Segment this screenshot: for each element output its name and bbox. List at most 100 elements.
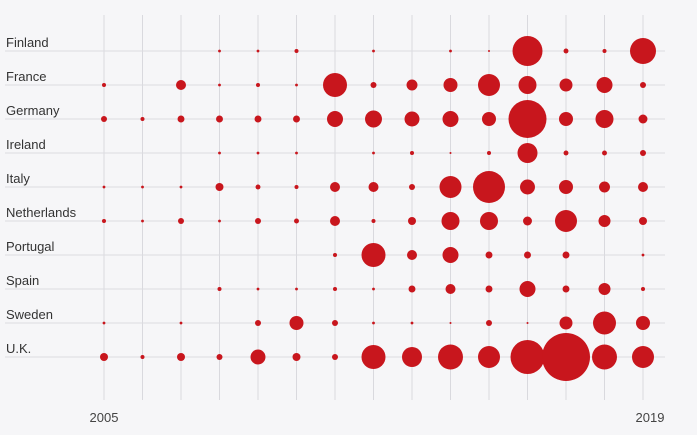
bubble-sweden-2015: [486, 320, 492, 326]
bubble-uk-2005: [100, 353, 108, 361]
bubble-uk-2013: [402, 347, 422, 367]
bubble-sweden-2005: [102, 321, 106, 325]
bubble-portugal-2019: [641, 253, 645, 257]
bubble-netherlands-2011: [330, 216, 340, 226]
row-label: Ireland: [6, 137, 46, 152]
bubble-netherlands-2012: [371, 219, 376, 223]
bubble-france-2019: [640, 82, 646, 88]
bubble-uk-2016: [510, 340, 545, 374]
bubble-finland-2018: [602, 49, 607, 53]
row-label: Netherlands: [6, 205, 77, 220]
bubble-france-2015: [478, 74, 500, 96]
x-tick-label-2005: 2005: [90, 410, 119, 425]
bubble-france-2009: [256, 83, 260, 87]
bubble-portugal-2015: [485, 251, 493, 259]
bubble-sweden-2016: [526, 322, 529, 324]
bubble-germany-2010: [293, 115, 300, 123]
bubble-ireland-2019: [640, 150, 646, 156]
row-labels: Finland France Germany Ireland Italy Netherla…: [6, 35, 77, 356]
bubble-ireland-2012: [372, 151, 375, 155]
bubble-germany-2015: [482, 112, 496, 126]
bubble-netherlands-2015: [480, 212, 498, 230]
row-label: Sweden: [6, 307, 53, 322]
bubble-finland-2014: [449, 49, 452, 53]
x-tick-label-2019: 2019: [636, 410, 665, 425]
bubble-finland-2009: [256, 49, 260, 53]
row-label: Germany: [6, 103, 60, 118]
bubble-ireland-2015: [487, 151, 491, 155]
bubble-spain-2017: [562, 285, 570, 293]
bubble-netherlands-2010: [294, 218, 299, 224]
bubble-sweden-2012: [372, 321, 375, 325]
bubble-uk-2011: [332, 354, 338, 360]
bubble-ireland-2017: [563, 150, 569, 156]
row-label: Finland: [6, 35, 49, 50]
bubble-ireland-2009: [256, 151, 260, 155]
bubble-ireland-2014: [449, 152, 452, 154]
bubble-portugal-2013: [407, 250, 417, 260]
bubble-spain-2008: [217, 287, 222, 291]
bubble-netherlands-2005: [102, 219, 106, 223]
bubble-germany-2017: [559, 112, 573, 126]
bubble-spain-2015: [485, 285, 493, 293]
bubble-portugal-2017: [562, 251, 570, 259]
bubble-spain-2010: [295, 287, 298, 291]
row-label: Italy: [6, 171, 30, 186]
bubble-italy-2006: [141, 185, 144, 189]
bubble-italy-2011: [330, 182, 340, 192]
row-label: U.K.: [6, 341, 31, 356]
bubble-spain-2018: [598, 283, 611, 295]
bubble-france-2007: [176, 80, 186, 90]
bubble-netherlands-2017: [555, 210, 577, 232]
bubble-finland-2016: [512, 36, 543, 66]
bubble-germany-2011: [327, 111, 343, 127]
bubble-germany-2014: [442, 111, 459, 127]
bubble-finland-2017: [563, 48, 569, 54]
bubble-spain-2019: [641, 287, 645, 291]
row-label: Spain: [6, 273, 39, 288]
bubble-italy-2016: [520, 179, 535, 195]
bubble-sweden-2018: [593, 311, 616, 335]
bubble-uk-2015: [478, 346, 500, 368]
bubble-finland-2015: [488, 50, 490, 52]
bubble-finland-2010: [294, 49, 299, 53]
bubble-ireland-2018: [602, 150, 607, 156]
bubble-uk-2007: [177, 353, 185, 361]
bubble-netherlands-2008: [218, 219, 221, 223]
bubble-sweden-2013: [410, 321, 414, 325]
bubble-uk-2008: [216, 354, 223, 360]
bubble-portugal-2011: [333, 253, 337, 257]
bubble-spain-2016: [519, 281, 536, 297]
bubble-france-2008: [218, 83, 221, 87]
bubbles: [100, 36, 656, 381]
bubble-finland-2012: [372, 49, 375, 53]
bubble-finland-2019: [630, 38, 656, 64]
bubble-france-2012: [370, 82, 377, 88]
bubble-netherlands-2014: [441, 212, 460, 230]
bubble-france-2014: [443, 78, 458, 92]
bubble-spain-2013: [408, 285, 416, 293]
bubble-germany-2018: [595, 110, 614, 128]
bubble-portugal-2012: [361, 243, 386, 267]
bubble-netherlands-2018: [598, 215, 611, 227]
bubble-france-2017: [559, 78, 573, 92]
bubble-sweden-2019: [636, 316, 650, 330]
bubble-netherlands-2016: [523, 216, 532, 226]
bubble-germany-2016: [508, 100, 547, 138]
bubble-uk-2006: [140, 355, 145, 359]
bubble-spain-2014: [445, 284, 456, 294]
bubble-italy-2014: [439, 176, 462, 198]
bubble-uk-2017: [542, 333, 590, 381]
bubble-uk-2018: [592, 344, 617, 370]
bubble-uk-2010: [292, 353, 301, 361]
bubble-france-2013: [406, 79, 418, 91]
bubble-spain-2012: [372, 287, 375, 291]
bubble-germany-2013: [404, 111, 420, 127]
bubble-sweden-2011: [332, 320, 338, 326]
bubble-italy-2007: [179, 185, 183, 189]
bubble-france-2016: [518, 76, 537, 94]
bubble-italy-2005: [102, 185, 106, 189]
bubble-france-2010: [295, 83, 298, 87]
bubble-italy-2013: [409, 184, 415, 190]
bubble-ireland-2010: [295, 151, 298, 155]
